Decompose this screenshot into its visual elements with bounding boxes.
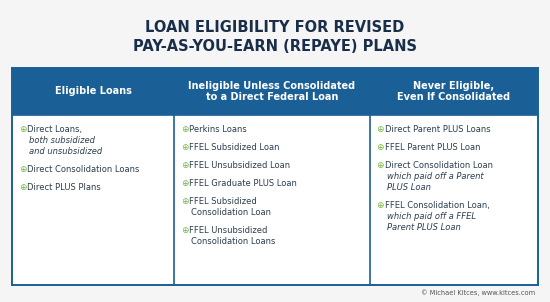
Text: PAY-AS-YOU-EARN (REPAYE) PLANS: PAY-AS-YOU-EARN (REPAYE) PLANS [133,39,417,54]
Text: © Michael Kitces, www.kitces.com: © Michael Kitces, www.kitces.com [421,289,535,296]
Text: LOAN ELIGIBILITY FOR REVISED: LOAN ELIGIBILITY FOR REVISED [145,20,405,35]
Text: FFEL Subsidized: FFEL Subsidized [189,197,257,206]
Text: Perkins Loans: Perkins Loans [189,125,247,134]
Text: Consolidation Loans: Consolidation Loans [191,237,276,246]
Text: FFEL Subsidized Loan: FFEL Subsidized Loan [189,143,279,152]
Text: PLUS Loan: PLUS Loan [387,183,431,192]
Text: ⊕: ⊕ [181,226,189,235]
Text: ⊕: ⊕ [377,125,384,134]
Text: both subsidized: both subsidized [29,136,95,145]
Text: Direct Consolidation Loan: Direct Consolidation Loan [384,161,493,170]
Text: which paid off a Parent: which paid off a Parent [387,172,483,181]
Text: Ineligible Unless Consolidated
to a Direct Federal Loan: Ineligible Unless Consolidated to a Dire… [188,81,355,102]
Text: ⊕: ⊕ [377,143,384,152]
Text: Direct Loans,: Direct Loans, [27,125,85,134]
Text: Parent PLUS Loan: Parent PLUS Loan [387,223,460,232]
Text: FFEL Unsubsidized Loan: FFEL Unsubsidized Loan [189,161,290,170]
Text: ⊕: ⊕ [377,201,384,210]
Text: and unsubsidized: and unsubsidized [29,147,102,156]
Text: Never Eligible,
Even If Consolidated: Never Eligible, Even If Consolidated [397,81,510,102]
Text: Eligible Loans: Eligible Loans [54,86,131,96]
Text: ⊕: ⊕ [19,183,26,192]
Text: FFEL Unsubsidized: FFEL Unsubsidized [189,226,267,235]
Bar [174,68,370,115]
Bar [12,68,174,115]
Text: Direct PLUS Plans: Direct PLUS Plans [27,183,101,192]
Text: Direct Consolidation Loans: Direct Consolidation Loans [27,165,140,174]
Text: Direct Parent PLUS Loans: Direct Parent PLUS Loans [384,125,490,134]
Text: ⊕: ⊕ [181,161,189,170]
Text: ⊕: ⊕ [377,161,384,170]
Text: ⊕: ⊕ [181,143,189,152]
Text: ⊕: ⊕ [19,125,26,134]
Text: FFEL Consolidation Loan,: FFEL Consolidation Loan, [384,201,490,210]
Bar [12,68,538,285]
Text: ⊕: ⊕ [181,197,189,206]
Text: which paid off a FFEL: which paid off a FFEL [387,212,476,221]
Text: ⊕: ⊕ [181,179,189,188]
Bar [370,68,538,115]
Text: ⊕: ⊕ [181,125,189,134]
Text: Consolidation Loan: Consolidation Loan [191,208,271,217]
Text: FFEL Graduate PLUS Loan: FFEL Graduate PLUS Loan [189,179,297,188]
Text: FFEL Parent PLUS Loan: FFEL Parent PLUS Loan [384,143,480,152]
Text: ⊕: ⊕ [19,165,26,174]
